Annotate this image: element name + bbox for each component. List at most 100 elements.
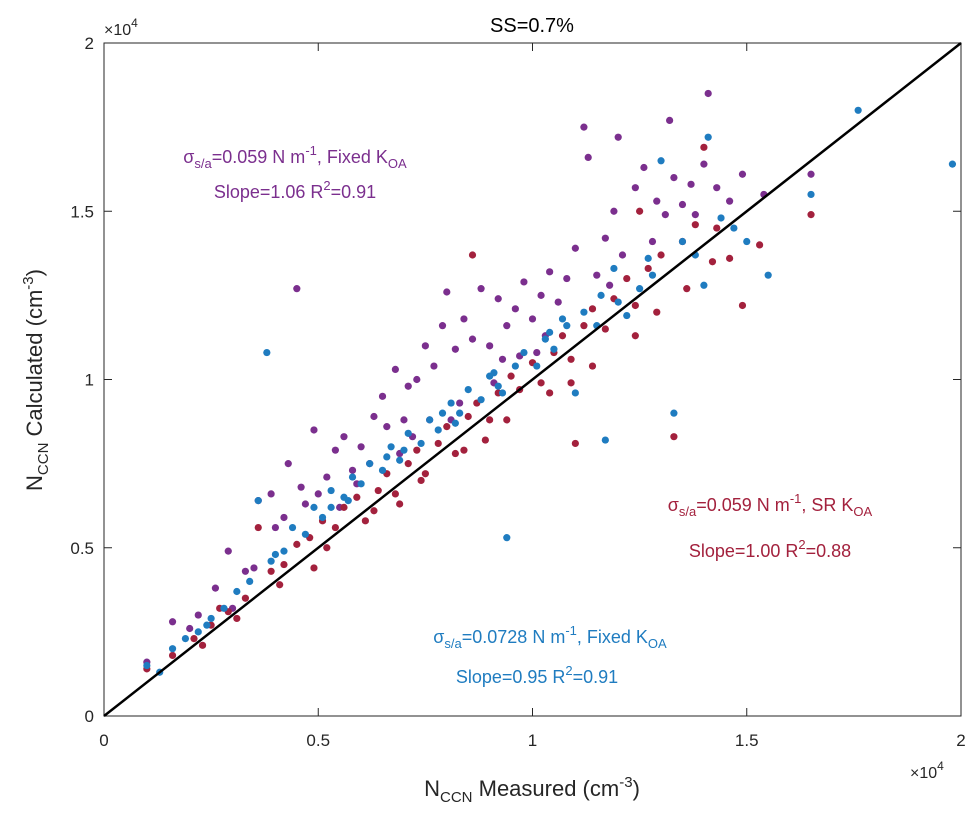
data-point [318,513,327,522]
data-point [430,362,438,370]
data-point [807,211,815,219]
data-point [511,362,519,370]
data-point [481,436,489,444]
data-point [554,298,562,306]
data-point [713,184,721,192]
series-3-text: =0.0728 N m [462,627,566,647]
data-point [657,251,665,259]
data-point [486,416,494,424]
series-1-r2-sup: 2 [323,178,330,193]
x-tick-label: 0 [99,731,108,750]
series-1-text2: , Fixed K [317,147,388,167]
data-point [507,372,515,380]
data-point [498,389,507,397]
data-point [211,584,220,592]
series-3-annotation-line1: σs/a=0.0728 N m-1, Fixed KOA [433,623,667,651]
x-tick-label: 1 [528,731,537,750]
data-point [331,446,339,454]
data-point [186,624,194,633]
data-point [276,581,284,589]
data-point [443,288,451,296]
data-point [498,355,507,363]
data-point [438,322,447,330]
data-point [168,645,177,653]
data-point [511,305,519,313]
series-3-r2-value: =0.91 [573,667,619,687]
data-point [533,348,541,357]
data-point [631,184,639,192]
data-point [533,362,541,370]
series-3-points [143,106,957,676]
data-point [623,274,631,283]
x-exponent-power: 4 [937,759,944,773]
data-point [640,163,648,172]
data-point [254,497,262,505]
series-2-text2: , SR K [801,495,853,515]
data-point [764,271,772,279]
data-point [241,567,250,575]
data-point [623,311,631,320]
data-point [301,500,309,508]
data-point [636,285,644,293]
chart-title: SS=0.7% [490,15,574,37]
series-3-slope-text: Slope=0.95 R [456,667,566,687]
data-point [241,594,250,602]
data-point [593,271,601,279]
data-point [601,436,609,444]
data-point [181,635,190,643]
series-2-text: =0.059 N m [696,495,790,515]
data-point [606,281,614,289]
series-1-text: =0.059 N m [212,147,306,167]
data-point [451,419,459,427]
data-point [494,382,502,390]
series-1-points [143,89,815,666]
data-point [704,89,712,98]
data-point [948,160,957,168]
data-point [323,473,331,481]
series-2-slope-text: Slope=1.00 R [689,541,799,561]
data-point [558,315,567,323]
x-axis-label: NCCN Measured (cm-3) [424,774,640,806]
data-point [687,180,695,188]
data-point [207,614,215,623]
data-point [464,412,472,421]
data-point [404,382,412,390]
data-point [271,523,279,532]
data-point [653,308,661,316]
data-point [571,439,579,448]
data-point [327,503,335,511]
data-point [310,564,318,572]
series-3-sigma-sub: s/a [444,636,462,651]
data-point [263,348,271,357]
data-point [340,503,348,511]
data-point [670,174,678,182]
series-3-sigma: σ [433,627,444,647]
y-label-rest: Calculated (cm [22,290,47,443]
data-point [503,416,511,424]
data-point [434,426,442,434]
data-point [378,392,387,400]
data-point [224,547,232,555]
data-points-layer [143,89,957,676]
data-point [250,564,258,572]
data-point [233,587,241,596]
data-point [546,268,554,276]
axis-ticks-layer: 0 0.5 1 1.5 2 0 0.5 1 1.5 2 [70,34,965,750]
data-point [486,342,494,350]
data-point [438,409,447,417]
data-point [631,332,639,340]
x-axis-exponent: ×104 [910,759,944,782]
y-exponent-power: 4 [131,16,138,30]
data-point [443,423,451,431]
data-point [743,237,751,246]
data-point [383,423,391,431]
series-3-sup: -1 [565,623,577,638]
data-point [456,399,464,407]
series-3-sub2: OA [648,636,667,651]
data-point [644,264,652,273]
x-label-end: ) [633,776,640,801]
series-1-sub2: OA [388,156,407,171]
series-2-sub2: OA [853,504,872,519]
data-point [233,614,241,623]
data-point [567,379,575,387]
